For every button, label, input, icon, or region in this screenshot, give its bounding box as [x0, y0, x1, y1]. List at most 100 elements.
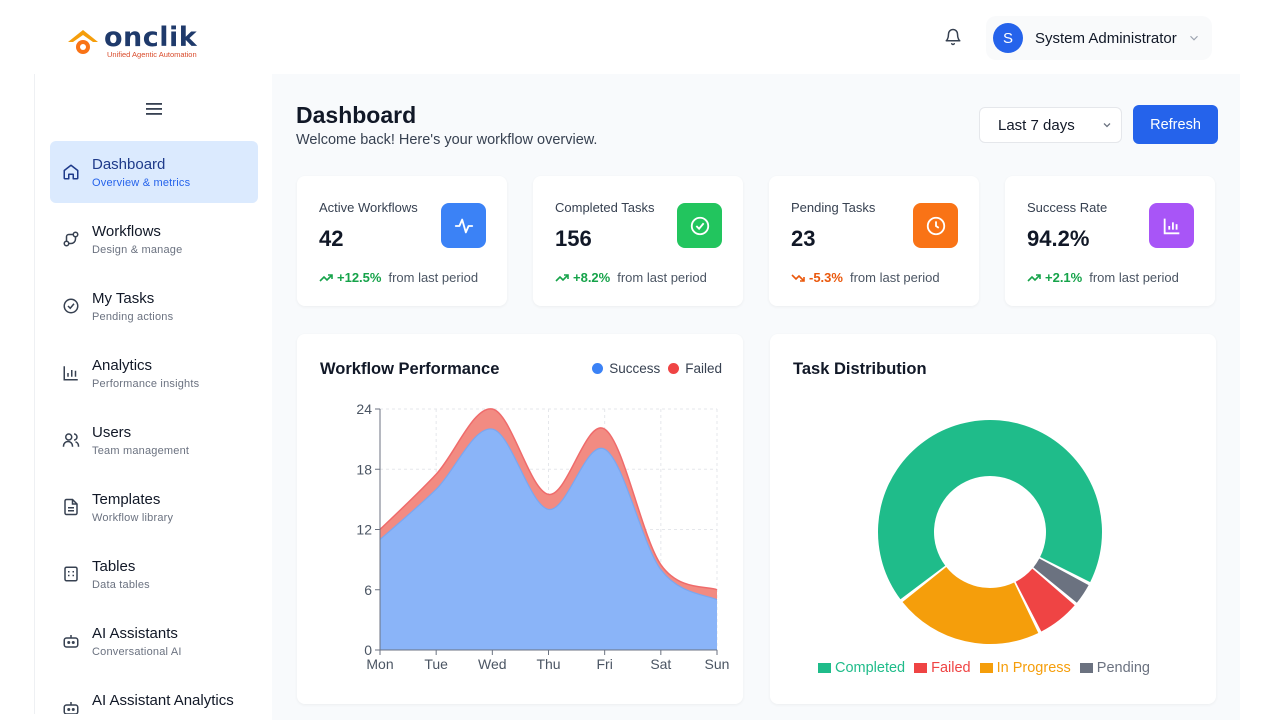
legend-label: Pending [1096, 660, 1150, 676]
legend-item-failed[interactable]: Failed [668, 361, 722, 376]
activity-icon [441, 203, 486, 248]
x-tick-label: Tue [424, 656, 448, 672]
sidebar-item-sublabel: Data tables [92, 579, 150, 591]
avatar: S [993, 23, 1023, 53]
user-name: System Administrator [1035, 29, 1177, 47]
workflow-performance-card: Workflow Performance Success Failed 0 6 12… [297, 334, 743, 704]
y-tick-label: 18 [356, 461, 372, 477]
legend-label: Failed [685, 361, 722, 376]
sidebar-item-ai-assistant-analytics[interactable]: AI Assistant Analytics [50, 677, 258, 714]
task-distribution-card: Task Distribution Completed Failed In Prog… [770, 334, 1216, 704]
trend-up-icon [555, 273, 569, 282]
sidebar-item-label: Tables [92, 558, 136, 575]
clock-icon [913, 203, 958, 248]
sidebar-item-sublabel: Workflow library [92, 512, 174, 524]
stat-change: -5.3% [809, 270, 843, 285]
stat-card-success-rate: Success Rate 94.2% +2.1% from last perio… [1005, 176, 1215, 306]
sidebar-item-label: Templates [92, 491, 161, 508]
check-circle-icon [60, 295, 82, 317]
sidebar-item-my-tasks[interactable]: My Tasks Pending actions [50, 275, 258, 337]
chart-legend: Completed Failed In Progress Pending [818, 660, 1159, 676]
x-tick-label: Thu [536, 656, 560, 672]
legend-item-pending[interactable]: Pending [1079, 660, 1150, 676]
x-tick-label: Fri [597, 656, 613, 672]
legend-swatch [592, 363, 604, 374]
legend-item-in-progress[interactable]: In Progress [979, 660, 1071, 676]
chart-title: Task Distribution [793, 360, 927, 378]
pie-slice-failed[interactable] [1015, 568, 1075, 632]
stat-note: from last period [388, 270, 479, 285]
stat-change: +8.2% [573, 270, 611, 285]
stat-value: 42 [319, 226, 344, 251]
pie-slice-in-progress[interactable] [902, 566, 1039, 644]
legend-label: Completed [835, 660, 906, 676]
stat-label: Success Rate [1027, 200, 1108, 215]
sidebar-item-ai-assistants[interactable]: AI Assistants Conversational AI [50, 610, 258, 672]
check-circle-icon [677, 203, 722, 248]
sidebar-item-sublabel: Team management [92, 445, 190, 457]
legend-item-success[interactable]: Success [592, 361, 660, 376]
stat-trend: +2.1% from last period [1027, 270, 1179, 285]
legend-swatch [1079, 663, 1093, 673]
notifications-bell-icon[interactable] [940, 24, 966, 50]
legend-swatch [818, 663, 831, 673]
logo-mark-icon [68, 30, 98, 54]
sidebar-item-templates[interactable]: Templates Workflow library [50, 476, 258, 538]
stat-change: +2.1% [1045, 270, 1083, 285]
y-tick-label: 0 [364, 642, 372, 658]
brand-logo[interactable]: onclik Unified Agentic Automation [66, 24, 226, 60]
refresh-button[interactable]: Refresh [1133, 105, 1218, 144]
legend-swatch [979, 663, 993, 673]
sidebar-item-label: Users [92, 424, 132, 441]
file-icon [60, 496, 82, 518]
pie-slice-completed[interactable] [878, 420, 1102, 600]
chart-title: Workflow Performance [320, 360, 500, 378]
stat-label: Pending Tasks [791, 200, 876, 215]
legend-label: Success [609, 361, 661, 376]
legend-swatch [668, 363, 680, 374]
sidebar-item-analytics[interactable]: Analytics Performance insights [50, 342, 258, 404]
legend-item-completed[interactable]: Completed [818, 660, 905, 676]
chevron-down-icon [1189, 35, 1198, 41]
trend-up-icon [1027, 273, 1041, 282]
sidebar-item-label: AI Assistants [92, 625, 178, 642]
stat-value: 156 [555, 226, 592, 251]
sidebar-item-label: Analytics [92, 357, 153, 374]
stat-value: 94.2% [1027, 226, 1090, 251]
sidebar-item-sublabel: Conversational AI [92, 646, 182, 658]
sidebar-item-tables[interactable]: Tables Data tables [50, 543, 258, 605]
users-icon [60, 429, 82, 451]
legend-label: In Progress [996, 660, 1071, 676]
sidebar-item-label: Workflows [92, 223, 161, 240]
sidebar-item-sublabel: Design & manage [92, 244, 183, 256]
sidebar-item-sublabel: Pending actions [92, 311, 174, 323]
home-icon [60, 161, 82, 183]
chart-legend: Success Failed [584, 361, 722, 376]
sidebar-item-dashboard[interactable]: Dashboard Overview & metrics [50, 141, 258, 203]
legend-item-failed[interactable]: Failed [914, 660, 971, 676]
sidebar-item-workflows[interactable]: Workflows Design & manage [50, 208, 258, 270]
x-tick-label: Wed [478, 656, 507, 672]
bot-icon [60, 630, 82, 652]
stat-card-completed-tasks: Completed Tasks 156 +8.2% from last peri… [533, 176, 743, 306]
sidebar-item-label: AI Assistant Analytics [92, 692, 234, 709]
stat-trend: -5.3% from last period [791, 270, 940, 285]
stat-change: +12.5% [337, 270, 382, 285]
y-tick-label: 12 [356, 522, 372, 538]
stat-trend: +12.5% from last period [319, 270, 478, 285]
bar-chart-icon [1149, 203, 1194, 248]
pie-slice-pending[interactable] [1033, 558, 1089, 603]
stat-label: Active Workflows [319, 200, 418, 215]
sidebar-item-users[interactable]: Users Team management [50, 409, 258, 471]
menu-toggle-icon[interactable] [143, 98, 165, 120]
page-subtitle: Welcome back! Here's your workflow overv… [296, 132, 598, 148]
trend-down-icon [791, 273, 805, 282]
legend-swatch [914, 663, 928, 673]
brand-tagline: Unified Agentic Automation [107, 50, 197, 59]
app-header: onclik Unified Agentic Automation S Syst… [0, 0, 1280, 74]
workflow-icon [60, 228, 82, 250]
user-menu[interactable]: S System Administrator [986, 16, 1212, 60]
y-tick-label: 24 [356, 401, 372, 417]
brand-name: onclik [104, 22, 198, 53]
date-range-select[interactable]: Last 7 days [979, 107, 1122, 143]
